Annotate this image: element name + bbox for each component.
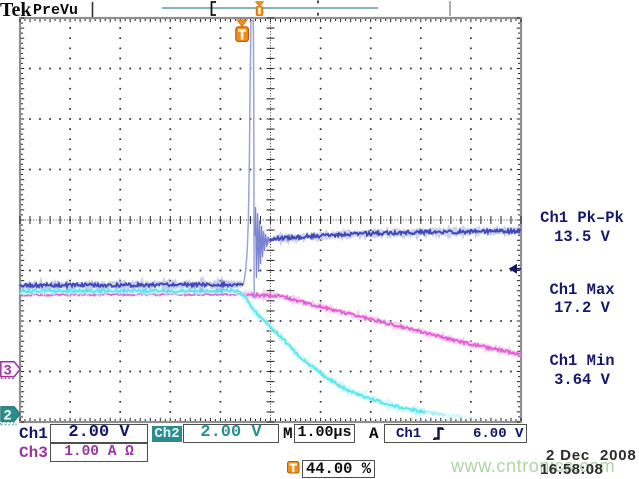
- svg-text:2: 2: [4, 406, 12, 422]
- svg-text:3: 3: [4, 362, 12, 378]
